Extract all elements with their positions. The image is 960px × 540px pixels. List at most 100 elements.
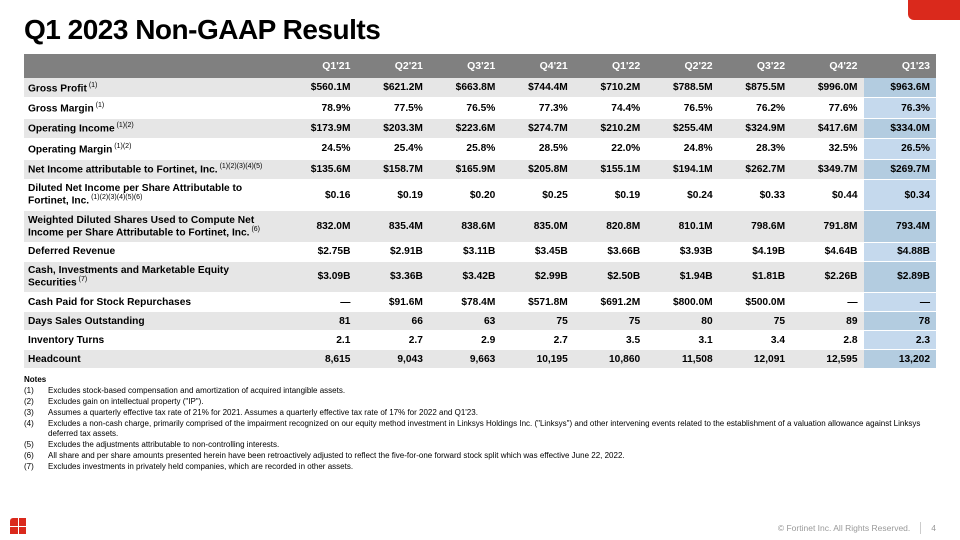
cell-value: 24.5% (284, 139, 356, 159)
table-row: Deferred Revenue$2.75B$2.91B$3.11B$3.45B… (24, 242, 936, 261)
cell-value: 2.3 (864, 331, 937, 350)
cell-value: 78 (864, 312, 937, 331)
cell-value: 26.5% (864, 139, 937, 159)
cell-value: 10,195 (501, 350, 573, 369)
table-row: Diluted Net Income per Share Attributabl… (24, 179, 936, 210)
row-label: Deferred Revenue (24, 242, 284, 261)
cell-value: $2.75B (284, 242, 356, 261)
row-label: Operating Margin (1)(2) (24, 139, 284, 159)
table-row: Weighted Diluted Shares Used to Compute … (24, 211, 936, 242)
cell-value: $0.19 (356, 179, 428, 210)
cell-value: 89 (791, 312, 863, 331)
cell-value: 25.8% (429, 139, 501, 159)
cell-value: 75 (719, 312, 791, 331)
table-row: Headcount8,6159,0439,66310,19510,86011,5… (24, 350, 936, 369)
col-header-period: Q3'22 (719, 54, 791, 78)
cell-value: 24.8% (646, 139, 718, 159)
cell-value: $255.4M (646, 118, 718, 138)
cell-value: $4.64B (791, 242, 863, 261)
cell-value: $155.1M (574, 159, 646, 179)
footnote: (3)Assumes a quarterly effective tax rat… (24, 408, 936, 418)
cell-value: 2.7 (501, 331, 573, 350)
footnote: (4)Excludes a non-cash charge, primarily… (24, 419, 936, 439)
cell-value: 835.4M (356, 211, 428, 242)
cell-value: 22.0% (574, 139, 646, 159)
table-row: Operating Margin (1)(2)24.5%25.4%25.8%28… (24, 139, 936, 159)
cell-value: $2.26B (791, 261, 863, 292)
cell-value: 2.7 (356, 331, 428, 350)
cell-value: $135.6M (284, 159, 356, 179)
cell-value: $349.7M (791, 159, 863, 179)
cell-value: 810.1M (646, 211, 718, 242)
cell-value: $0.25 (501, 179, 573, 210)
cell-value: $2.91B (356, 242, 428, 261)
col-header-period: Q2'21 (356, 54, 428, 78)
cell-value: $744.4M (501, 78, 573, 98)
cell-value: $1.81B (719, 261, 791, 292)
cell-value: $663.8M (429, 78, 501, 98)
cell-value: 791.8M (791, 211, 863, 242)
footnote: (2)Excludes gain on intellectual propert… (24, 397, 936, 407)
cell-value: $223.6M (429, 118, 501, 138)
cell-value: $4.19B (719, 242, 791, 261)
cell-value: $571.8M (501, 293, 573, 312)
row-label: Gross Profit (1) (24, 78, 284, 98)
cell-value: $3.36B (356, 261, 428, 292)
cell-value: $210.2M (574, 118, 646, 138)
cell-value: — (791, 293, 863, 312)
table-row: Days Sales Outstanding816663757580758978 (24, 312, 936, 331)
footnote: (6)All share and per share amounts prese… (24, 451, 936, 461)
cell-value: $205.8M (501, 159, 573, 179)
cell-value: 11,508 (646, 350, 718, 369)
page-number: 4 (931, 523, 936, 533)
cell-value: — (864, 293, 937, 312)
row-label: Gross Margin (1) (24, 98, 284, 118)
table-row: Gross Margin (1)78.9%77.5%76.5%77.3%74.4… (24, 98, 936, 118)
cell-value: $710.2M (574, 78, 646, 98)
table-row: Inventory Turns2.12.72.92.73.53.13.42.82… (24, 331, 936, 350)
cell-value: $3.11B (429, 242, 501, 261)
cell-value: 2.1 (284, 331, 356, 350)
results-table: Q1'21Q2'21Q3'21Q4'21Q1'22Q2'22Q3'22Q4'22… (24, 54, 936, 369)
cell-value: $3.42B (429, 261, 501, 292)
cell-value: $788.5M (646, 78, 718, 98)
cell-value: $158.7M (356, 159, 428, 179)
cell-value: 76.5% (429, 98, 501, 118)
cell-value: 3.4 (719, 331, 791, 350)
cell-value: $996.0M (791, 78, 863, 98)
cell-value: 835.0M (501, 211, 573, 242)
col-header-metric (24, 54, 284, 78)
slide: Q1 2023 Non-GAAP Results Q1'21Q2'21Q3'21… (0, 0, 960, 540)
row-label: Diluted Net Income per Share Attributabl… (24, 179, 284, 210)
cell-value: 76.2% (719, 98, 791, 118)
cell-value: 2.8 (791, 331, 863, 350)
cell-value: 9,663 (429, 350, 501, 369)
row-label: Days Sales Outstanding (24, 312, 284, 331)
table-row: Cash Paid for Stock Repurchases—$91.6M$7… (24, 293, 936, 312)
cell-value: $2.50B (574, 261, 646, 292)
cell-value: 75 (574, 312, 646, 331)
cell-value: $963.6M (864, 78, 937, 98)
cell-value: 80 (646, 312, 718, 331)
row-label: Cash Paid for Stock Repurchases (24, 293, 284, 312)
row-label: Inventory Turns (24, 331, 284, 350)
cell-value: $875.5M (719, 78, 791, 98)
cell-value: $800.0M (646, 293, 718, 312)
row-label: Operating Income (1)(2) (24, 118, 284, 138)
table-row: Gross Profit (1)$560.1M$621.2M$663.8M$74… (24, 78, 936, 98)
cell-value: 9,043 (356, 350, 428, 369)
cell-value: $691.2M (574, 293, 646, 312)
col-header-period: Q3'21 (429, 54, 501, 78)
cell-value: 81 (284, 312, 356, 331)
notes-title: Notes (24, 375, 936, 384)
col-header-period: Q4'21 (501, 54, 573, 78)
footnote: (7)Excludes investments in privately hel… (24, 462, 936, 472)
accent-tab (908, 0, 960, 20)
cell-value: $3.66B (574, 242, 646, 261)
cell-value: $560.1M (284, 78, 356, 98)
cell-value: 28.3% (719, 139, 791, 159)
cell-value: 76.3% (864, 98, 937, 118)
cell-value: 8,615 (284, 350, 356, 369)
cell-value: $269.7M (864, 159, 937, 179)
cell-value: $262.7M (719, 159, 791, 179)
